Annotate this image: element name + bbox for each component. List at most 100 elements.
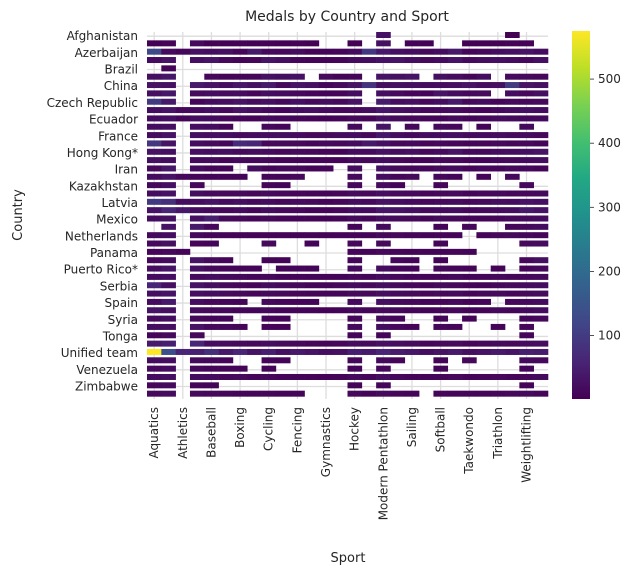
heatmap-cell (519, 132, 534, 139)
heatmap-cell (361, 340, 377, 347)
heatmap-cell (519, 182, 534, 189)
heatmap-cell (419, 57, 434, 64)
heatmap-cell (218, 348, 234, 355)
heatmap-cell (232, 82, 248, 89)
heatmap-cell (189, 315, 205, 322)
heatmap-cell (447, 232, 463, 239)
heatmap-cell (161, 340, 176, 347)
heatmap-cell (232, 57, 248, 64)
heatmap-cell (447, 348, 463, 355)
heatmap-cell (232, 348, 248, 355)
heatmap-cell (232, 73, 248, 80)
heatmap-cell (519, 357, 534, 364)
heatmap-cell (505, 98, 520, 105)
heatmap-cell (333, 198, 348, 205)
heatmap-cell (189, 282, 205, 289)
heatmap-cell (419, 348, 434, 355)
heatmap-cell (161, 265, 176, 272)
heatmap-cell (247, 140, 262, 147)
heatmap-cell (189, 307, 205, 314)
heatmap-cell (347, 182, 363, 189)
heatmap-cell (147, 157, 162, 164)
heatmap-cell (304, 215, 320, 222)
heatmap-cell (519, 157, 534, 164)
heatmap-cell (204, 232, 219, 239)
heatmap-cell (462, 98, 477, 105)
heatmap-cell (361, 207, 377, 214)
heatmap-cell (390, 82, 406, 89)
heatmap-cell (189, 257, 205, 264)
heatmap-cell (447, 198, 463, 205)
heatmap-cell (333, 290, 348, 297)
heatmap-cell (347, 48, 363, 55)
heatmap-cell (161, 382, 176, 389)
heatmap-cell (476, 198, 492, 205)
heatmap-cell (304, 90, 320, 97)
heatmap-cell (347, 332, 363, 339)
heatmap-cell (476, 148, 492, 155)
heatmap-cell (476, 390, 492, 397)
heatmap-cell (447, 265, 463, 272)
y-tick-label: Hong Kong* (67, 146, 138, 160)
heatmap-cell (347, 373, 363, 380)
heatmap-cell (533, 265, 549, 272)
y-tick-label: Syria (108, 313, 138, 327)
heatmap-cell (261, 282, 277, 289)
heatmap-cell (519, 40, 534, 47)
heatmap-cell (147, 98, 162, 105)
heatmap-cell (261, 315, 277, 322)
heatmap-cell (533, 315, 549, 322)
heatmap-cell (147, 115, 162, 122)
heatmap-cell (204, 140, 219, 147)
heatmap-cell (462, 107, 477, 114)
heatmap-cell (419, 107, 434, 114)
heatmap-cell (505, 140, 520, 147)
heatmap-cell (419, 90, 434, 97)
heatmap-cell (433, 57, 449, 64)
y-tick-label: Serbia (100, 279, 138, 293)
heatmap-cell (490, 107, 506, 114)
heatmap-cell (247, 132, 262, 139)
heatmap-cell (333, 90, 348, 97)
heatmap-cell (490, 282, 506, 289)
heatmap-cell (376, 57, 391, 64)
heatmap-cell (304, 82, 320, 89)
heatmap-cell (447, 340, 463, 347)
heatmap-cell (447, 123, 463, 130)
heatmap-cell (419, 290, 434, 297)
heatmap-cell (490, 265, 506, 272)
heatmap-cell (204, 273, 219, 280)
heatmap-cell (261, 190, 277, 197)
heatmap-cell (275, 307, 291, 314)
heatmap-cell (347, 198, 363, 205)
heatmap-cell (147, 182, 162, 189)
y-tick-label: Afghanistan (67, 29, 138, 43)
heatmap-cell (376, 48, 391, 55)
heatmap-cell (361, 140, 377, 147)
heatmap-cell (490, 340, 506, 347)
heatmap-cell (290, 198, 305, 205)
heatmap-cell (347, 207, 363, 214)
heatmap-cell (404, 132, 420, 139)
heatmap-cell (462, 90, 477, 97)
heatmap-cell (462, 148, 477, 155)
heatmap-cell (376, 273, 391, 280)
heatmap-cell (505, 298, 520, 305)
heatmap-cell (147, 382, 162, 389)
heatmap-cell (347, 90, 363, 97)
heatmap-cell (433, 140, 449, 147)
heatmap-cell (304, 165, 320, 172)
y-tick-label: Unified team (61, 346, 138, 360)
heatmap-cell (247, 232, 262, 239)
heatmap-cell (419, 273, 434, 280)
heatmap-cell (519, 48, 534, 55)
heatmap-cell (247, 57, 262, 64)
heatmap-cell (204, 290, 219, 297)
heatmap-cell (533, 90, 549, 97)
heatmap-cell (290, 115, 305, 122)
heatmap-cell (404, 190, 420, 197)
heatmap-cell (533, 215, 549, 222)
heatmap-cell (433, 182, 449, 189)
heatmap-cell (533, 165, 549, 172)
x-tick-labels: Aquatics Athletics Baseball Boxing Cycling Fe… (147, 407, 533, 520)
